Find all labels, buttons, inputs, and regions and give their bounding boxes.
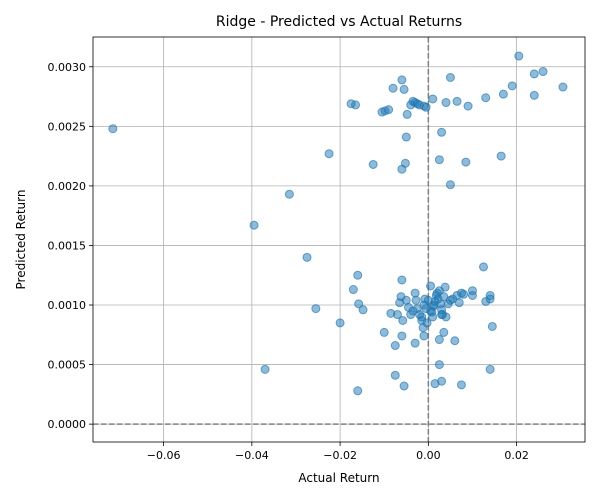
data-point <box>358 305 368 315</box>
data-point <box>487 321 497 331</box>
data-point <box>529 69 539 79</box>
x-tick-label: −0.06 <box>147 449 181 462</box>
data-point <box>353 270 363 280</box>
y-tick-label: 0.0020 <box>48 180 87 193</box>
x-tick-label: −0.04 <box>235 449 269 462</box>
data-point <box>419 331 429 341</box>
chart-title: Ridge - Predicted vs Actual Returns <box>216 14 462 30</box>
data-point <box>410 338 420 348</box>
data-point <box>397 331 407 341</box>
data-point <box>445 180 455 190</box>
data-point <box>353 386 363 396</box>
data-point <box>108 124 118 134</box>
x-axis-ticks: −0.06 −0.04 −0.02 0.00 0.02 <box>147 442 529 462</box>
y-tick-label: 0.0005 <box>48 359 87 372</box>
data-point <box>249 220 259 230</box>
data-point <box>386 308 396 318</box>
data-point <box>390 341 400 351</box>
data-point <box>450 336 460 346</box>
plot-frame <box>92 36 586 443</box>
data-point <box>428 94 438 104</box>
data-point <box>461 157 471 167</box>
data-point <box>463 101 473 111</box>
data-point <box>430 379 440 389</box>
y-tick-label: 0.0030 <box>48 61 87 74</box>
grid-lines <box>93 37 585 442</box>
data-point <box>459 289 469 299</box>
data-point <box>437 310 447 320</box>
data-point <box>498 89 508 99</box>
data-point <box>400 158 410 168</box>
y-tick-label: 0.0000 <box>48 418 87 431</box>
data-point <box>426 281 436 291</box>
data-point <box>384 105 394 115</box>
x-tick-label: 0.02 <box>504 449 529 462</box>
data-point <box>514 51 524 61</box>
data-point <box>456 380 466 390</box>
data-point <box>467 286 477 296</box>
data-point <box>260 364 270 374</box>
data-point <box>454 298 464 308</box>
y-tick-label: 0.0025 <box>48 120 87 133</box>
data-point <box>434 155 444 165</box>
data-point <box>397 275 407 285</box>
data-point <box>402 109 412 119</box>
data-point <box>311 304 321 314</box>
data-point <box>485 364 495 374</box>
x-tick-label: 0.00 <box>416 449 441 462</box>
y-axis-ticks: 0.0000 0.0005 0.0010 0.0015 0.0020 0.0025 0.00… <box>48 61 93 431</box>
reference-lines <box>93 37 585 442</box>
data-points <box>108 51 568 396</box>
data-point <box>401 132 411 142</box>
data-point <box>507 81 517 91</box>
data-point <box>388 83 398 93</box>
data-point <box>437 127 447 137</box>
data-point <box>445 73 455 82</box>
data-point <box>399 381 409 391</box>
data-point <box>348 285 358 295</box>
data-point <box>284 189 294 199</box>
data-point <box>440 282 450 292</box>
data-point <box>452 96 462 106</box>
data-point <box>399 84 409 94</box>
x-tick-label: −0.02 <box>323 449 357 462</box>
data-point <box>422 318 432 328</box>
data-point <box>398 316 408 325</box>
data-point <box>434 360 444 370</box>
data-point <box>368 159 378 169</box>
data-point <box>558 82 568 92</box>
data-point <box>439 327 449 337</box>
data-point <box>496 151 506 161</box>
data-point <box>390 370 400 380</box>
data-point <box>417 312 427 322</box>
y-tick-label: 0.0015 <box>48 239 87 252</box>
data-point <box>479 262 489 272</box>
data-point <box>351 100 361 110</box>
data-point <box>324 149 334 159</box>
data-point <box>529 90 539 100</box>
data-point <box>421 102 431 112</box>
data-point <box>379 327 389 337</box>
data-point <box>335 318 345 328</box>
data-point <box>354 299 364 309</box>
y-axis-label: Predicted Return <box>14 190 28 290</box>
data-point <box>481 93 491 103</box>
data-point <box>434 335 444 345</box>
data-point <box>397 75 407 85</box>
data-point <box>302 252 312 262</box>
data-point <box>411 295 421 305</box>
data-point <box>429 300 439 310</box>
y-tick-label: 0.0010 <box>48 299 87 312</box>
data-point <box>538 67 548 77</box>
x-axis-label: Actual Return <box>298 471 379 485</box>
data-point <box>485 290 495 300</box>
data-point <box>441 98 451 108</box>
